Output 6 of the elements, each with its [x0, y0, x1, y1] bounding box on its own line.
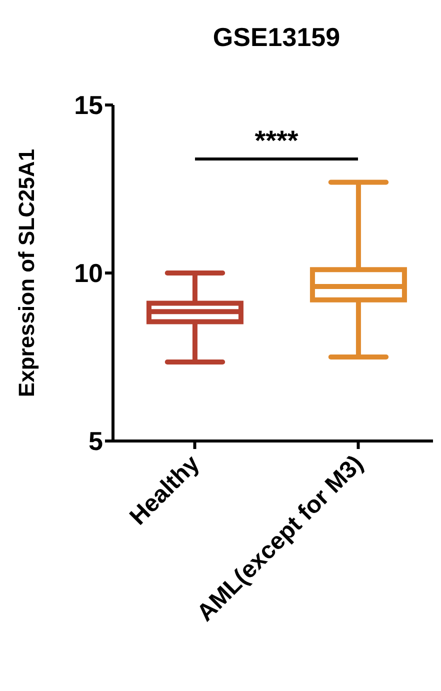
chart-title: GSE13159	[212, 22, 342, 53]
y-tick-label: 5	[88, 426, 103, 456]
annotation: ****	[254, 124, 300, 157]
y-tick-label: 15	[74, 90, 103, 120]
y-axis-title: Expression of SLC25A1	[14, 148, 40, 398]
y-tick-label: 10	[74, 258, 103, 288]
